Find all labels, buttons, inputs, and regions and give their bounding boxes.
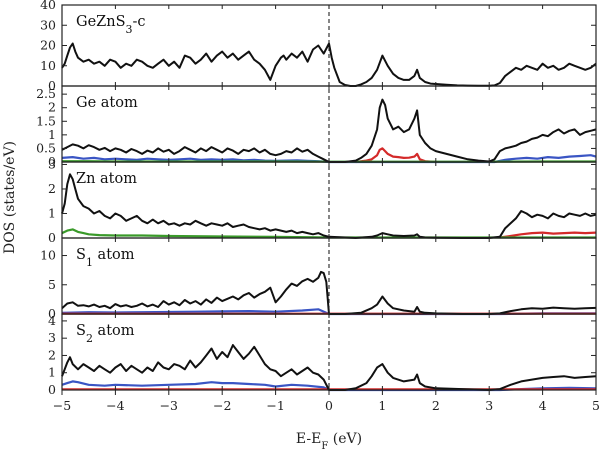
x-axis-title-sub: F xyxy=(321,441,328,452)
x-tick-label: −1 xyxy=(266,398,284,413)
y-tick-label: 1.5 xyxy=(36,113,56,128)
y-tick-label: 1 xyxy=(48,365,56,380)
dos-line-total xyxy=(61,344,597,391)
x-axis-ticks: −5 −4 −3 −2 −1 0 1 2 3 4 5 xyxy=(53,390,600,413)
x-axis-title-unit: (eV) xyxy=(328,431,362,447)
y-tick-label: 0 xyxy=(48,78,56,93)
dos-line-total xyxy=(61,98,597,163)
y-tick-label: 40 xyxy=(40,0,56,12)
y-tick-label: 4 xyxy=(48,313,56,328)
x-tick-label: −2 xyxy=(213,398,231,413)
panel-label: Ge atom xyxy=(76,95,138,111)
y-tick-label: 5 xyxy=(48,277,56,292)
y-tick-label: 0 xyxy=(48,154,56,169)
dos-line-total xyxy=(61,173,597,239)
y-tick-label: 2 xyxy=(48,181,56,196)
x-tick-label: 3 xyxy=(485,398,493,413)
panel-2: 00.511.522.5 Ge atom xyxy=(36,85,597,169)
y-tick-label: 0 xyxy=(48,382,56,397)
panel-5: 0 1 2 3 4 S2 atom xyxy=(48,313,597,397)
panel-4: 0 5 10 S1 atom xyxy=(40,237,597,321)
y-tick-label: 20 xyxy=(40,38,56,53)
x-tick-label: 0 xyxy=(325,398,333,413)
y-tick-label: 10 xyxy=(40,58,56,73)
panel-label: S2 atom xyxy=(76,323,135,345)
dos-line-s xyxy=(355,147,436,164)
x-tick-label: −3 xyxy=(160,398,178,413)
y-tick-label: 10 xyxy=(40,248,56,263)
y-tick-label: 2 xyxy=(48,347,56,362)
panel-label: GeZnS3-c xyxy=(76,14,146,36)
x-axis-title: E-EF (eV) xyxy=(296,431,362,452)
y-tick-label: 0 xyxy=(48,230,56,245)
y-tick-label: 3 xyxy=(48,156,56,171)
x-tick-label: 2 xyxy=(432,398,440,413)
y-axis-title: DOS (states/eV) xyxy=(2,141,18,254)
x-tick-label: 4 xyxy=(539,398,547,413)
y-tick-label: 3 xyxy=(48,330,56,345)
dos-line-p xyxy=(61,154,597,164)
x-axis-title-main: E-E xyxy=(296,431,321,447)
dos-line-total xyxy=(61,270,597,315)
y-tick-label: 30 xyxy=(40,17,56,32)
panel-3: 0 1 2 3 Zn atom xyxy=(48,156,597,245)
dos-line-s xyxy=(499,231,597,239)
panel-1: 0 10 20 30 40 GeZnS3-c xyxy=(40,0,597,93)
x-tick-label: 1 xyxy=(378,398,386,413)
panel-label: Zn atom xyxy=(76,171,137,187)
dos-line-total xyxy=(61,42,597,87)
x-tick-label: −4 xyxy=(106,398,124,413)
y-tick-label: 0 xyxy=(48,306,56,321)
x-tick-label: −5 xyxy=(53,398,71,413)
y-tick-label: 1 xyxy=(48,127,56,142)
x-tick-label: 5 xyxy=(592,398,600,413)
y-tick-label: 2 xyxy=(48,100,56,115)
y-tick-label: 1 xyxy=(48,205,56,220)
dos-line-d xyxy=(61,228,596,239)
y-tick-label: 0.5 xyxy=(36,140,56,155)
panel-label: S1 atom xyxy=(76,247,135,269)
y-tick-label: 2.5 xyxy=(36,86,56,101)
